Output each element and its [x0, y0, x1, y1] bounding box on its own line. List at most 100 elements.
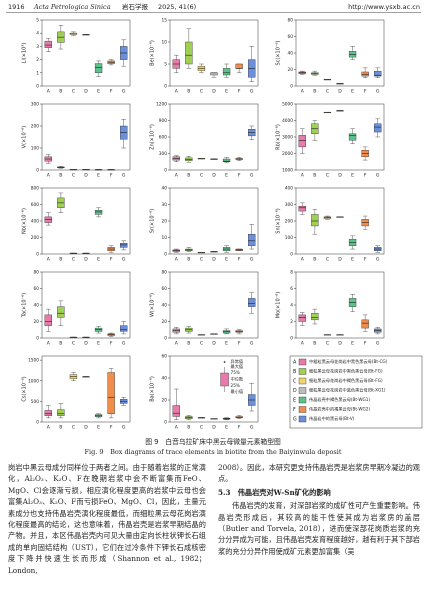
y-tick-label: 600 — [159, 135, 167, 141]
x-tick-label: B — [313, 257, 316, 263]
y-tick-label: 80 — [34, 270, 40, 276]
x-tick-label: E — [351, 173, 354, 179]
y-axis-label: Be(×10⁻⁶) — [150, 40, 156, 66]
x-tick-label: D — [84, 173, 88, 179]
x-tick-label: C — [72, 89, 75, 95]
x-tick-label: D — [84, 425, 88, 431]
x-tick-label: F — [238, 425, 241, 431]
y-tick-label: 3 — [36, 44, 39, 50]
x-tick-label: E — [225, 89, 228, 95]
y-tick-label: 500 — [31, 399, 39, 405]
legend-letter: E — [293, 398, 296, 404]
caption-en: Fig. 9 Box diagrams of trace elements in… — [85, 448, 342, 456]
y-tick-label: 1500 — [28, 358, 39, 364]
y-tick-label: 20 — [34, 319, 40, 325]
y-tick-label: 5 — [36, 18, 39, 24]
y-tick-label: 2 — [36, 57, 39, 63]
x-tick-label: G — [250, 173, 254, 179]
y-tick-label: 6 — [290, 286, 293, 292]
y-tick-label: 40 — [288, 51, 294, 57]
x-tick-label: D — [84, 341, 88, 347]
legend-label: 伟晶岩壳中的褐黑云母(Bt-WG2) — [309, 406, 370, 413]
x-tick-label: B — [187, 341, 190, 347]
y-tick-label: 5000 — [282, 102, 293, 108]
x-tick-label: C — [326, 89, 329, 95]
y-tick-label: 300 — [159, 151, 167, 157]
box — [120, 325, 128, 332]
x-tick-label: B — [187, 89, 190, 95]
legend-label: 中粗粒黑云母花岗岩中黑色黑云母(Bt-CG) — [309, 358, 388, 365]
issue: 2025, 41(6) — [158, 3, 196, 11]
x-tick-label: D — [212, 173, 216, 179]
x-tick-label: G — [250, 257, 254, 263]
plot-frame — [41, 103, 131, 171]
legend-label: 细粒黑云母花岗岩中黑色黑云母(Bt-FG) — [309, 368, 383, 375]
x-tick-label: G — [376, 257, 380, 263]
x-tick-label: B — [59, 257, 62, 263]
x-tick-label: E — [225, 173, 228, 179]
plot-frame — [295, 271, 385, 339]
x-tick-label: F — [364, 257, 367, 263]
x-tick-label: D — [338, 341, 342, 347]
body-right: 2008）。因此，本研究更支持伟晶岩壳是岩浆房早期冷凝边的观点。 5.3 伟晶岩… — [218, 462, 420, 557]
x-tick-label: D — [338, 89, 342, 95]
x-tick-label: C — [200, 341, 203, 347]
y-tick-label: 900 — [159, 118, 167, 124]
box — [222, 68, 231, 76]
x-tick-label: C — [200, 173, 203, 179]
x-tick-label: G — [250, 341, 254, 347]
x-tick-label: G — [122, 257, 126, 263]
key-box — [220, 372, 229, 387]
y-tick-label: 800 — [31, 186, 39, 192]
x-tick-label: B — [313, 89, 316, 95]
legend-letter: C — [293, 379, 297, 385]
y-tick-label: 80 — [162, 270, 168, 276]
box — [361, 71, 369, 77]
y-tick-label: 100 — [31, 146, 39, 152]
y-tick-label: 2000 — [282, 151, 293, 157]
y-tick-label: 20 — [162, 319, 168, 325]
x-tick-label: B — [59, 425, 62, 431]
plot-frame — [169, 355, 259, 423]
x-tick-label: E — [97, 89, 100, 95]
box — [374, 123, 382, 133]
x-tick-label: A — [47, 173, 51, 179]
y-tick-label: 8 — [290, 270, 293, 276]
x-tick-label: F — [364, 173, 367, 179]
box — [44, 40, 52, 48]
x-tick-label: F — [238, 341, 241, 347]
box — [222, 158, 231, 162]
y-tick-label: 200 — [31, 235, 39, 241]
box — [94, 210, 103, 215]
x-tick-label: G — [122, 341, 126, 347]
journal: Acta Petrologica Sinica — [33, 3, 111, 11]
box — [248, 298, 256, 307]
legend-letter: G — [293, 417, 297, 423]
legend-letter: A — [293, 360, 297, 366]
x-tick-label: B — [187, 257, 190, 263]
y-tick-label: 100 — [285, 235, 293, 241]
box — [298, 314, 306, 322]
y-tick-label: 4 — [290, 303, 293, 309]
x-tick-label: A — [175, 341, 179, 347]
x-tick-label: F — [238, 173, 241, 179]
y-tick-label: 40 — [162, 303, 168, 309]
plot-frame — [41, 355, 131, 423]
x-tick-label: E — [97, 173, 100, 179]
y-tick-label: 0 — [164, 168, 167, 174]
x-tick-label: F — [364, 341, 367, 347]
y-tick-label: 0 — [164, 420, 167, 426]
box — [298, 205, 306, 212]
box — [44, 314, 52, 326]
y-tick-label: 600 — [31, 202, 39, 208]
x-tick-label: F — [364, 89, 367, 95]
x-tick-label: A — [301, 341, 305, 347]
x-tick-label: B — [59, 341, 62, 347]
x-tick-label: E — [97, 341, 100, 347]
x-tick-label: B — [187, 425, 190, 431]
y-tick-label: 0 — [164, 336, 167, 342]
key-label: 异常值 — [231, 358, 244, 365]
x-tick-label: G — [122, 173, 126, 179]
x-tick-label: C — [72, 425, 75, 431]
x-tick-label: C — [326, 341, 329, 347]
